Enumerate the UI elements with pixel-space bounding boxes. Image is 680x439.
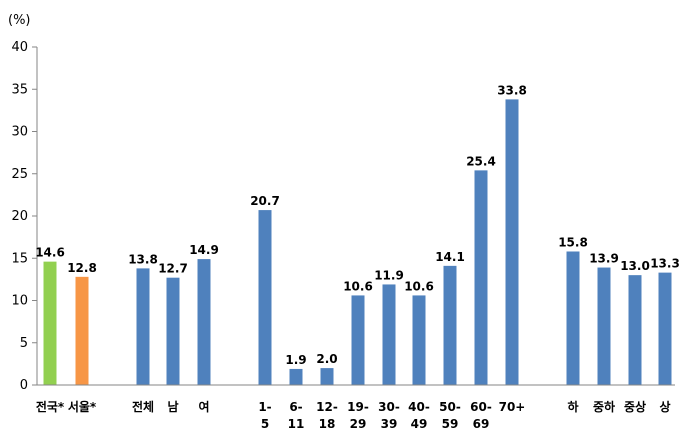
x-tick-label: 중하 xyxy=(593,399,615,414)
data-label: 13.9 xyxy=(589,252,619,266)
bar xyxy=(197,259,211,385)
data-label: 14.6 xyxy=(35,246,65,260)
y-tick-label: 25 xyxy=(11,167,28,182)
y-tick-label: 5 xyxy=(20,336,28,351)
y-axis: 0 5 10 15 20 25 30 35 40 xyxy=(11,40,38,393)
bar xyxy=(597,267,611,385)
x-tick-label: 12-18 xyxy=(316,400,338,431)
bar xyxy=(628,275,642,385)
x-tick-label: 전국* xyxy=(36,399,65,414)
bar xyxy=(658,272,672,385)
y-tick-label: 15 xyxy=(11,251,28,266)
data-label: 2.0 xyxy=(316,352,337,366)
x-tick-label: 여 xyxy=(198,399,209,414)
y-tick-label: 30 xyxy=(11,125,28,140)
data-label: 25.4 xyxy=(466,154,496,168)
x-tick-label: 상 xyxy=(659,399,670,414)
x-tick-label: 19-29 xyxy=(347,400,369,431)
bar xyxy=(382,284,396,385)
bar xyxy=(566,251,580,385)
data-label: 10.6 xyxy=(343,279,373,293)
bar xyxy=(289,368,303,385)
bar xyxy=(136,268,150,385)
data-label: 13.3 xyxy=(650,257,680,271)
data-label: 13.0 xyxy=(620,259,650,273)
x-tick-label: 서울* xyxy=(68,399,97,414)
data-label: 20.7 xyxy=(250,194,280,208)
y-tick-label: 0 xyxy=(20,378,28,393)
data-label: 15.8 xyxy=(558,235,588,249)
data-label: 14.9 xyxy=(189,243,219,257)
x-tick-label: 60-69 xyxy=(470,400,492,431)
bar xyxy=(75,276,89,385)
y-tick-label: 40 xyxy=(11,40,28,55)
x-tick-label: 30-39 xyxy=(378,400,400,431)
y-tick-label: 10 xyxy=(11,294,28,309)
data-label: 10.6 xyxy=(404,279,434,293)
data-label: 11.9 xyxy=(374,268,404,282)
bar xyxy=(351,295,365,385)
x-axis: 전국* 서울* 전체 남 여 1-5 6-11 12-18 19-29 30-39 40-49 50-… xyxy=(36,384,675,431)
data-label: 33.8 xyxy=(497,83,527,97)
y-tick-label: 35 xyxy=(11,82,28,97)
data-label: 1.9 xyxy=(285,353,306,367)
x-tick-label: 하 xyxy=(567,399,578,414)
bar xyxy=(43,261,57,385)
bar xyxy=(166,277,180,385)
bars: 14.612.8 13.812.714.9 20.7 1.9 2.0 10.611.910… xyxy=(35,83,680,385)
y-tick-label: 20 xyxy=(11,209,28,224)
x-tick-label: 남 xyxy=(167,399,178,414)
bar xyxy=(443,265,457,385)
y-axis-unit-label: (%) xyxy=(8,13,31,28)
bar xyxy=(320,368,334,385)
x-tick-label: 6-11 xyxy=(288,400,305,431)
data-label: 14.1 xyxy=(435,250,465,264)
bar xyxy=(258,210,272,385)
data-label: 12.8 xyxy=(67,261,97,275)
x-tick-label: 1-5 xyxy=(258,400,271,431)
x-tick-label: 50-59 xyxy=(439,400,461,431)
data-label: 13.8 xyxy=(128,252,158,266)
data-label: 12.7 xyxy=(158,262,188,276)
bar xyxy=(474,170,488,385)
x-tick-label: 40-49 xyxy=(408,400,430,431)
x-tick-label: 중상 xyxy=(624,399,646,414)
bar xyxy=(412,295,426,385)
x-tick-label: 전체 xyxy=(132,399,154,414)
bar xyxy=(505,99,519,385)
x-tick-label: 70+ xyxy=(499,400,526,414)
